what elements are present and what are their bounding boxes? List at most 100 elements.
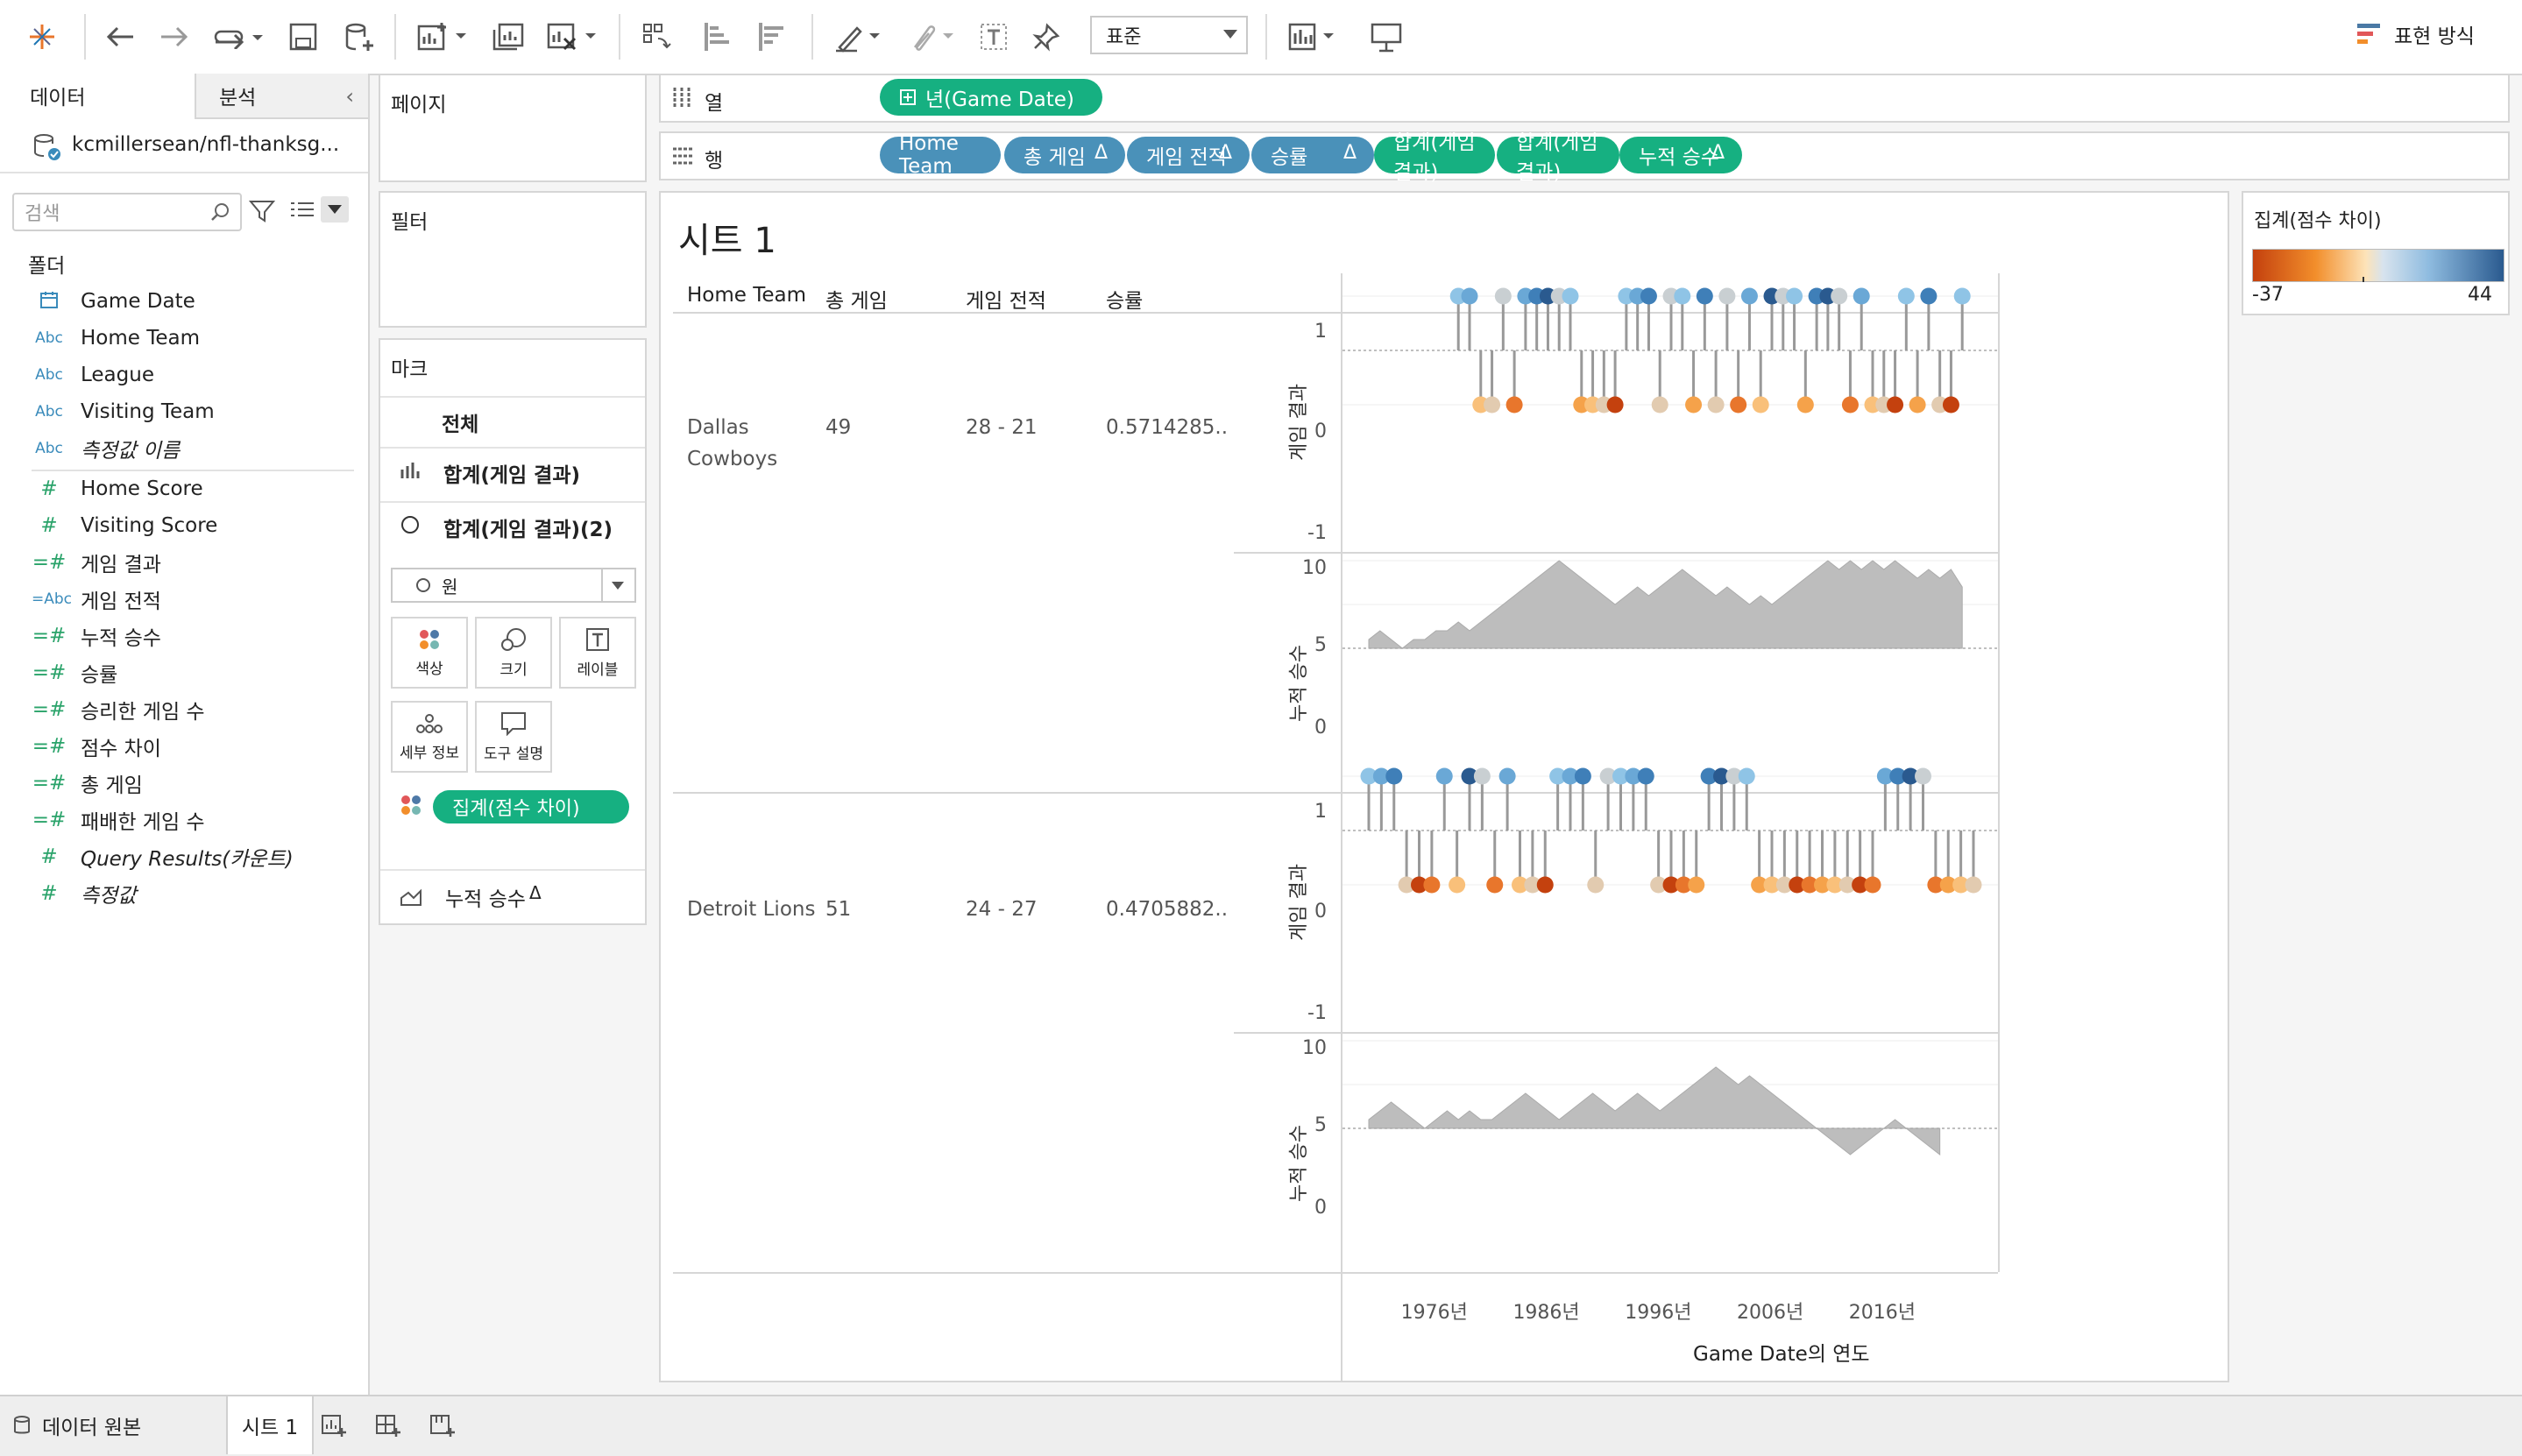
header-home-team[interactable]: Home Team — [687, 284, 807, 307]
new-worksheet-tab-icon[interactable] — [321, 1396, 356, 1454]
sort-ascending-icon[interactable] — [698, 12, 740, 61]
columns-pill-game-date[interactable]: 년(Game Date) — [880, 79, 1102, 116]
color-legend[interactable]: 집계(점수 차이) -37 44 — [2242, 191, 2510, 315]
dallas-result-point[interactable] — [1505, 396, 1523, 413]
cell-team-dallas[interactable]: Dallas Cowboys — [687, 416, 778, 470]
rows-pill[interactable]: 누적 승수 Δ — [1619, 137, 1742, 173]
marks-card-result-bar[interactable]: 합계(게임 결과) — [380, 447, 645, 498]
detroit-result-point[interactable] — [1915, 767, 1931, 785]
detroit-result-point[interactable] — [1838, 876, 1856, 894]
detroit-result-point[interactable] — [1775, 876, 1793, 894]
field-item[interactable]: Abc League — [0, 357, 368, 392]
dallas-result-point[interactable] — [1685, 396, 1703, 413]
field-item[interactable]: # Home Score — [0, 471, 368, 506]
detroit-result-point[interactable] — [1536, 876, 1554, 894]
tableau-logo-icon[interactable] — [23, 12, 61, 61]
color-pill-score-diff[interactable]: 집계(점수 차이) — [433, 790, 629, 823]
detroit-result-point[interactable] — [1675, 876, 1692, 894]
collapse-pane-icon[interactable]: ‹ — [345, 84, 354, 109]
detroit-result-point[interactable] — [1423, 876, 1441, 894]
detroit-result-point[interactable] — [1562, 767, 1579, 785]
detroit-result-point[interactable] — [1398, 876, 1415, 894]
detroit-result-point[interactable] — [1411, 876, 1427, 894]
new-dashboard-tab-icon[interactable] — [375, 1396, 410, 1454]
tab-data[interactable]: 데이터 — [0, 74, 195, 119]
detroit-result-point[interactable] — [1449, 876, 1466, 894]
field-item[interactable]: =Abc 게임 전적 — [0, 582, 368, 617]
detroit-result-point[interactable] — [1801, 876, 1818, 894]
field-item[interactable]: # Query Results(카운트) — [0, 839, 368, 874]
rows-pill[interactable]: 승률 Δ — [1251, 137, 1374, 173]
dallas-result-point[interactable] — [1562, 287, 1579, 305]
show-me-button[interactable]: 표현 방식 — [2357, 19, 2475, 49]
detroit-result-point[interactable] — [1360, 767, 1378, 785]
field-item[interactable]: =# 승리한 게임 수 — [0, 692, 368, 727]
field-item[interactable]: =# 승률 — [0, 655, 368, 690]
save-icon[interactable] — [284, 12, 322, 61]
dallas-result-point[interactable] — [1920, 287, 1938, 305]
field-item[interactable]: Game Date — [0, 284, 368, 319]
detroit-result-point[interactable] — [1713, 767, 1730, 785]
marks-card-cumulative[interactable]: 누적 승수 Δ — [380, 869, 645, 923]
filter-fields-icon[interactable] — [248, 198, 276, 230]
pane-menu-button[interactable] — [321, 196, 349, 223]
detroit-cumulative-area[interactable] — [1368, 1066, 1941, 1156]
detroit-result-point[interactable] — [1852, 876, 1869, 894]
detroit-result-point[interactable] — [1512, 876, 1528, 894]
sort-descending-icon[interactable] — [752, 12, 794, 61]
dallas-result-point[interactable] — [1909, 396, 1926, 413]
detroit-result-point[interactable] — [1826, 876, 1844, 894]
detroit-result-point[interactable] — [1385, 767, 1403, 785]
detroit-result-point[interactable] — [1372, 767, 1390, 785]
field-item[interactable]: Abc Visiting Team — [0, 394, 368, 429]
dallas-result-point[interactable] — [1461, 287, 1478, 305]
presentation-mode-icon[interactable] — [1365, 12, 1407, 61]
replay-icon[interactable] — [209, 12, 268, 61]
detroit-result-point[interactable] — [1927, 876, 1945, 894]
pages-shelf[interactable]: 페이지 — [379, 74, 647, 182]
rows-pill[interactable]: 합계(게임 결과) — [1497, 131, 1619, 184]
chart-plots[interactable] — [1342, 273, 1998, 1272]
detroit-result-point[interactable] — [1461, 767, 1478, 785]
show-mark-labels-icon[interactable] — [974, 12, 1013, 61]
fit-dropdown[interactable]: 표준 — [1090, 16, 1248, 54]
color-button[interactable]: 색상 — [391, 617, 468, 689]
dallas-result-point[interactable] — [1786, 287, 1803, 305]
detroit-result-point[interactable] — [1763, 876, 1781, 894]
dallas-result-point[interactable] — [1674, 287, 1691, 305]
detail-button[interactable]: 세부 정보 — [391, 701, 468, 773]
label-button[interactable]: 레이블 — [559, 617, 636, 689]
field-item[interactable]: # 측정값 — [0, 876, 368, 911]
detroit-result-point[interactable] — [1965, 876, 1982, 894]
detroit-result-point[interactable] — [1700, 767, 1718, 785]
dallas-result-point[interactable] — [1853, 287, 1870, 305]
detroit-result-point[interactable] — [1789, 876, 1806, 894]
field-item[interactable]: =# 게임 결과 — [0, 545, 368, 580]
dallas-result-point[interactable] — [1494, 287, 1512, 305]
detroit-result-point[interactable] — [1435, 767, 1453, 785]
detroit-result-point[interactable] — [1473, 767, 1491, 785]
detroit-result-point[interactable] — [1637, 767, 1654, 785]
marks-all[interactable]: 전체 — [380, 396, 645, 447]
show-cards-icon[interactable] — [1283, 12, 1346, 61]
detroit-result-point[interactable] — [1587, 876, 1605, 894]
dallas-result-point[interactable] — [1718, 287, 1736, 305]
detroit-result-point[interactable] — [1725, 767, 1743, 785]
field-item[interactable]: =# 패배한 게임 수 — [0, 802, 368, 838]
detroit-result-point[interactable] — [1738, 767, 1755, 785]
detroit-result-point[interactable] — [1902, 767, 1919, 785]
detroit-result-point[interactable] — [1751, 876, 1768, 894]
detroit-result-point[interactable] — [1814, 876, 1831, 894]
detroit-result-point[interactable] — [1549, 767, 1567, 785]
detroit-result-point[interactable] — [1889, 767, 1907, 785]
view-data-icon[interactable] — [289, 198, 315, 228]
detroit-result-point[interactable] — [1688, 876, 1705, 894]
tooltip-button[interactable]: 도구 설명 — [475, 701, 552, 773]
rows-shelf[interactable]: 행 Home Team 총 게임 Δ 게임 전적 Δ 승률 Δ 합계(게임 결과) 합계(게임 … — [659, 131, 2510, 184]
field-item[interactable]: =# 점수 차이 — [0, 729, 368, 764]
field-item[interactable]: Abc Home Team — [0, 321, 368, 356]
new-story-tab-icon[interactable] — [429, 1396, 464, 1454]
field-item[interactable]: =# 누적 승수 — [0, 618, 368, 654]
detroit-result-point[interactable] — [1599, 767, 1617, 785]
dallas-result-point[interactable] — [1606, 396, 1624, 413]
